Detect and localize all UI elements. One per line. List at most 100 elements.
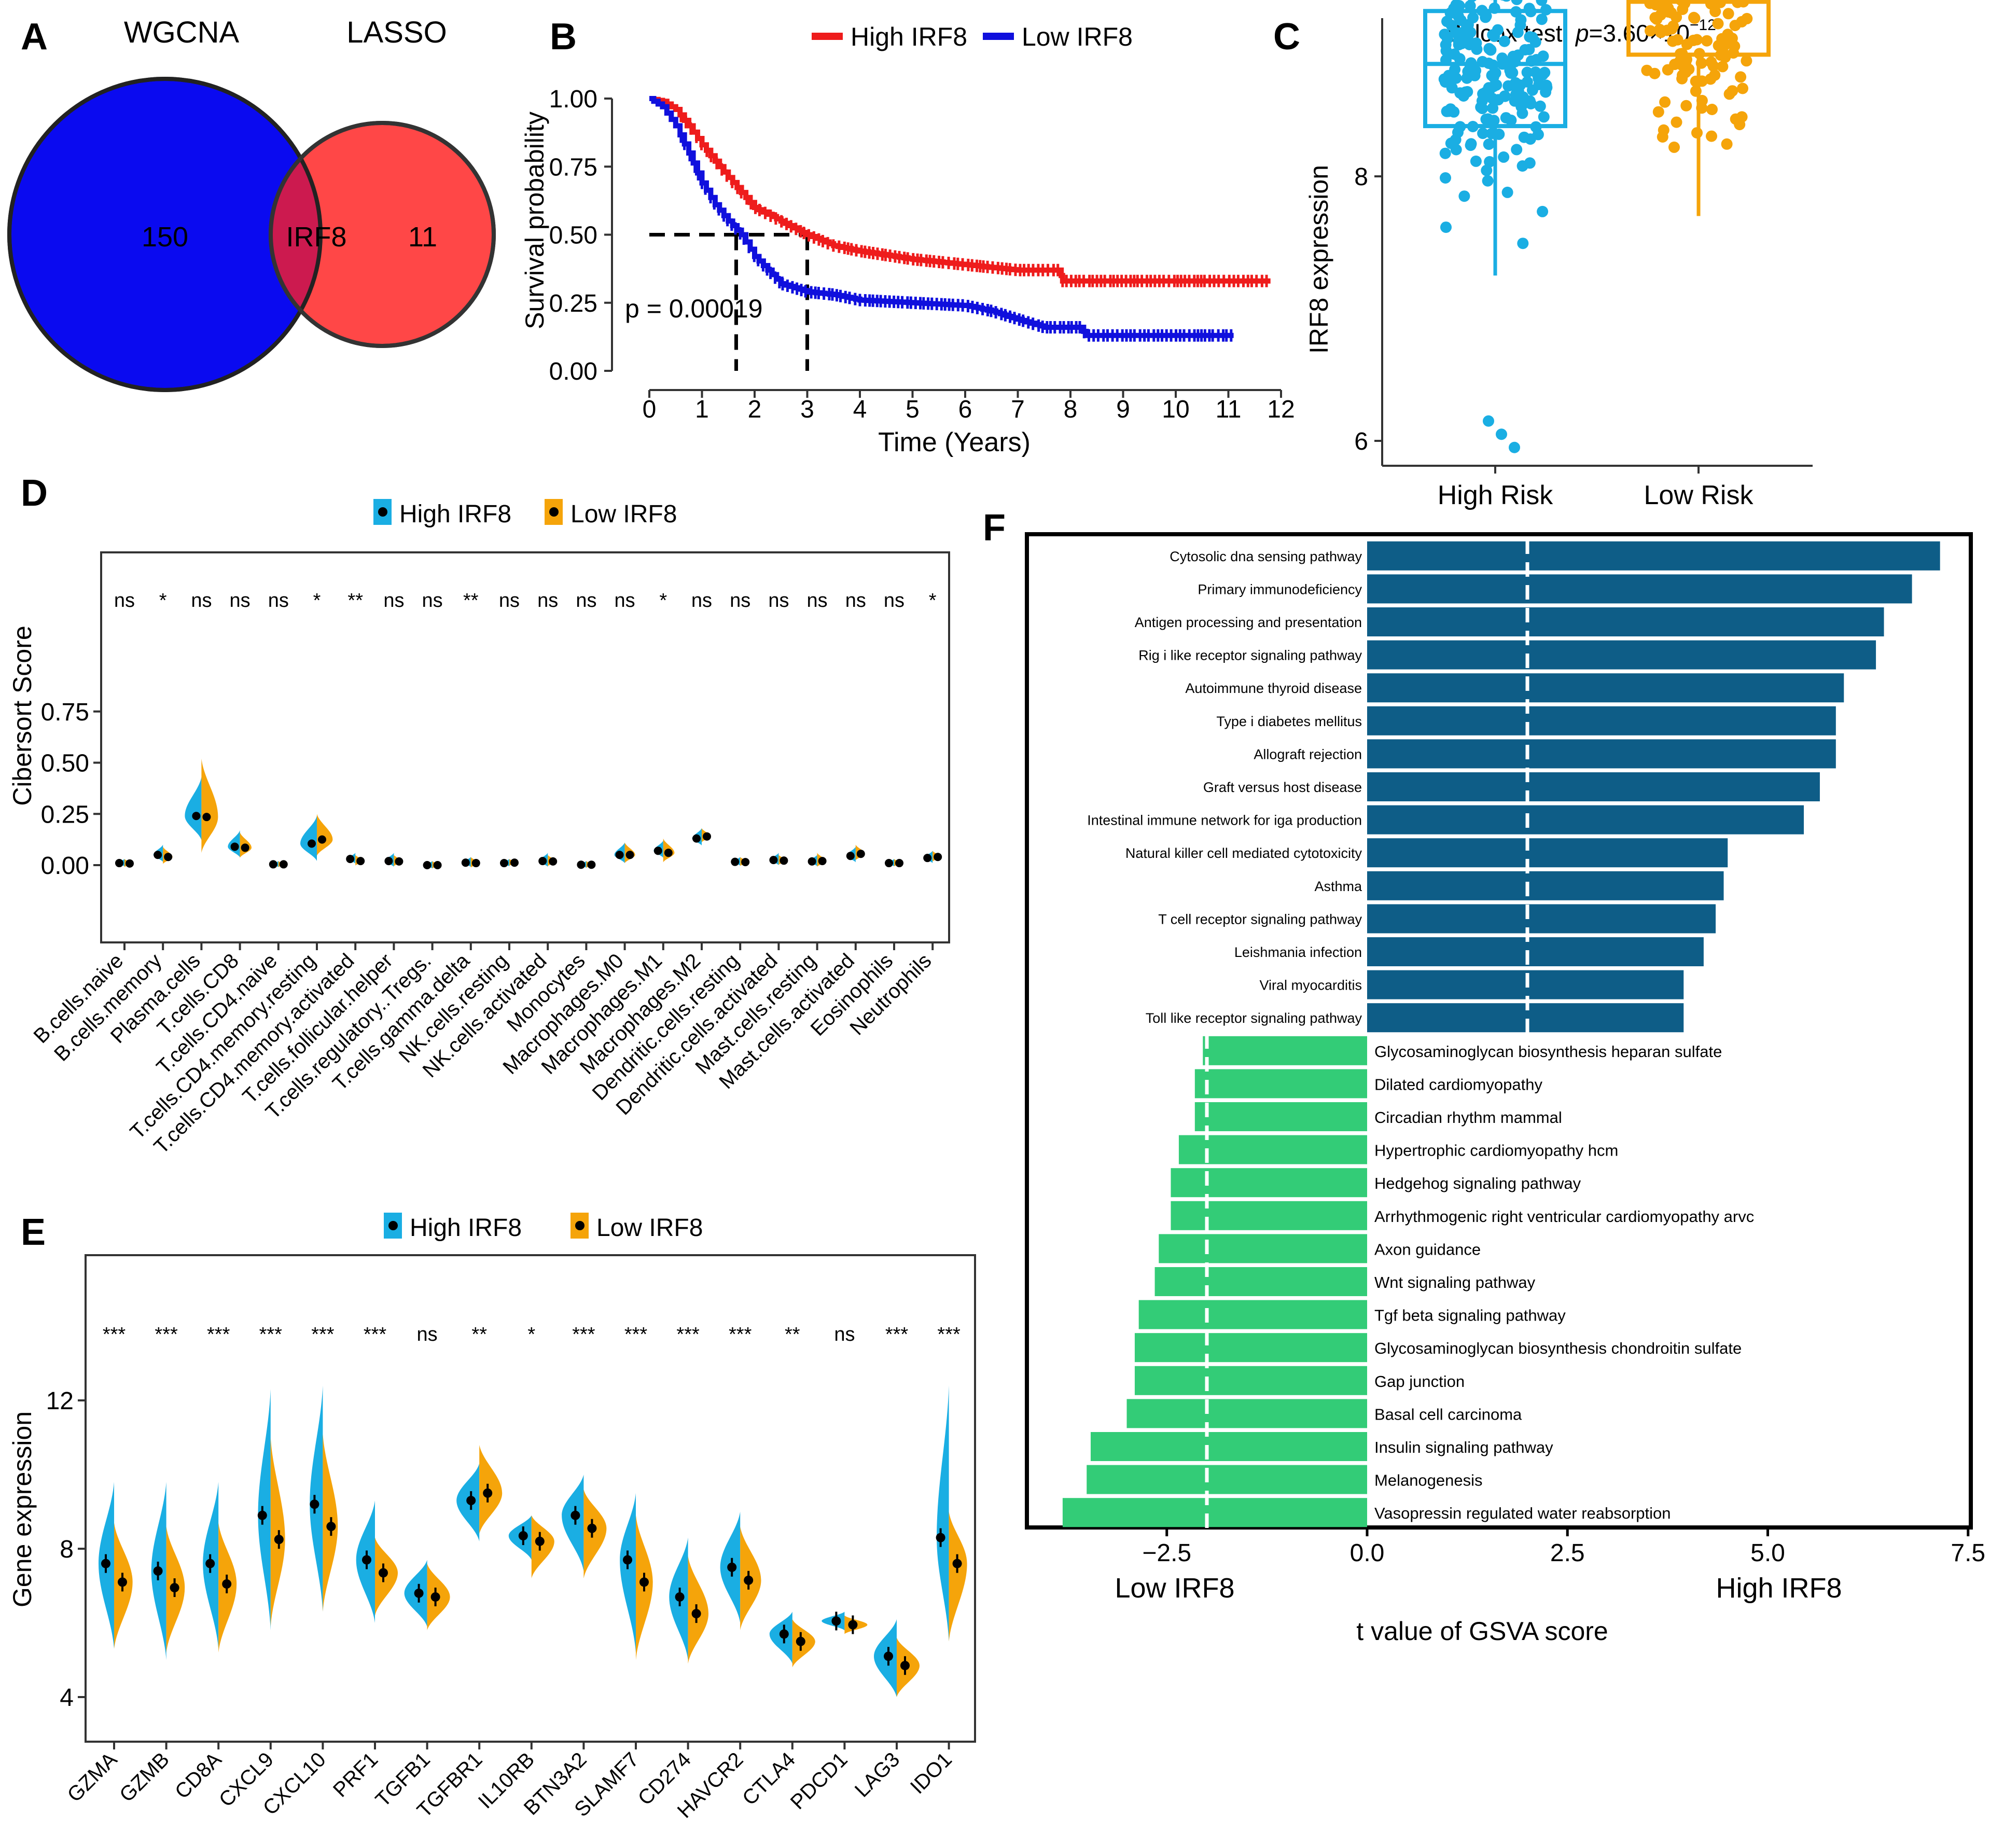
panel-e-letter: E xyxy=(21,1212,46,1253)
cibersort-plot-frame xyxy=(100,551,950,943)
gene-y-tick-label: 4 xyxy=(60,1684,74,1712)
data-point-high xyxy=(1450,72,1462,84)
data-point-low xyxy=(1737,82,1748,94)
data-point-high xyxy=(1536,13,1548,25)
gsva-bar xyxy=(1367,805,1804,835)
data-point-high xyxy=(1488,80,1499,92)
significance-label: *** xyxy=(676,1324,700,1345)
data-point-high xyxy=(1481,88,1493,100)
gsva-pathway-label: Glycosaminoglycan biosynthesis heparan s… xyxy=(1374,1043,1722,1061)
median-dot-high xyxy=(538,857,547,866)
group-low-risk-label: Low Risk xyxy=(1644,480,1754,510)
data-point-low xyxy=(1671,116,1682,128)
group-high-risk-label: High Risk xyxy=(1438,480,1553,510)
median-dot-low xyxy=(318,835,326,844)
data-point-high xyxy=(1492,24,1504,36)
panel-d-letter: D xyxy=(21,473,48,514)
significance-label: * xyxy=(659,590,667,612)
median-dot-low xyxy=(170,1583,179,1593)
irf8-expression-y-label: IRF8 expression xyxy=(1304,165,1333,354)
data-point-high xyxy=(1517,238,1529,249)
violin-low-half xyxy=(317,814,333,856)
survival-x-tick-label: 6 xyxy=(958,396,972,423)
median-dot-low xyxy=(279,860,288,869)
gene-category-label: PDCD1 xyxy=(786,1748,852,1814)
gsva-pathway-label: Hedgehog signaling pathway xyxy=(1374,1174,1581,1192)
median-dot-low xyxy=(744,1575,754,1585)
gsva-bar xyxy=(1367,640,1876,670)
gsva-pathway-label: Leishmania infection xyxy=(1234,944,1362,960)
gsva-bar xyxy=(1087,1465,1367,1494)
data-point-high xyxy=(1487,102,1499,114)
legend-low-label: Low IRF8 xyxy=(596,1214,703,1242)
data-point-low xyxy=(1727,85,1738,97)
cibersort-y-label: Cibersort Score xyxy=(8,626,37,805)
median-dot-low xyxy=(483,1488,493,1498)
median-dot-low xyxy=(118,1577,127,1587)
data-point-high xyxy=(1439,147,1451,159)
gsva-pathway-label: Arrhythmogenic right ventricular cardiom… xyxy=(1374,1207,1754,1226)
median-dot-high xyxy=(923,854,932,863)
median-dot-low xyxy=(356,857,365,866)
median-dot-high xyxy=(885,859,893,868)
median-dot-high xyxy=(570,1510,580,1520)
median-dot-low xyxy=(126,859,134,868)
median-dot-high xyxy=(808,857,816,866)
data-point-high xyxy=(1498,35,1510,47)
data-point-high xyxy=(1534,100,1546,112)
data-point-low xyxy=(1662,64,1674,76)
median-dot-high xyxy=(615,851,624,859)
median-dot-high xyxy=(423,861,432,869)
data-point-low xyxy=(1701,35,1713,47)
data-point-high xyxy=(1502,80,1514,92)
violin-high-half xyxy=(185,777,202,840)
median-dot-high xyxy=(192,812,201,821)
significance-label: ns xyxy=(615,590,635,612)
median-dot-low xyxy=(433,861,442,869)
significance-label: *** xyxy=(937,1324,961,1345)
cibersort-y-tick-label: 0.00 xyxy=(41,852,89,880)
data-point-high xyxy=(1521,76,1533,88)
median-dot-high xyxy=(731,857,740,866)
data-point-low xyxy=(1712,18,1724,30)
gsva-bar xyxy=(1367,904,1716,934)
gene-expression-y-label: Gene expression xyxy=(8,1411,37,1607)
data-point-low xyxy=(1659,96,1671,108)
median-dot-high xyxy=(310,1499,319,1509)
median-dot-high xyxy=(257,1510,267,1520)
significance-label: *** xyxy=(311,1324,335,1345)
median-dot-low xyxy=(856,850,865,858)
data-point-low xyxy=(1649,12,1661,24)
median-dot-low xyxy=(895,859,903,868)
data-point-high xyxy=(1511,144,1523,156)
survival-x-tick-label: 5 xyxy=(906,396,920,423)
gsva-bar xyxy=(1367,739,1836,769)
gsva-pathway-label: Primary immunodeficiency xyxy=(1198,581,1362,597)
gsva-pathway-label: Asthma xyxy=(1314,879,1362,894)
outlier-point xyxy=(1483,415,1494,427)
median-dot-high xyxy=(779,1629,789,1639)
data-point-high xyxy=(1441,16,1453,27)
survival-y-tick-label: 0.00 xyxy=(549,358,597,385)
violin-low-half xyxy=(479,1444,503,1534)
median-dot-low xyxy=(703,832,711,841)
median-dot-high xyxy=(577,860,586,869)
data-point-high xyxy=(1440,221,1452,233)
data-point-low xyxy=(1709,6,1721,18)
gsva-bar xyxy=(1367,970,1684,999)
cibersort-legend: High IRF8 Low IRF8 xyxy=(373,499,677,528)
gsva-plot-frame xyxy=(1025,532,1973,1530)
data-point-low xyxy=(1706,130,1717,142)
gsva-pathway-label: Vasopressin regulated water reabsorption xyxy=(1374,1504,1671,1522)
panel-c: C Wilcox test, p=3.60×10−12 IRF8 express… xyxy=(1273,0,1813,510)
data-point-low xyxy=(1666,23,1678,35)
median-dot-high xyxy=(154,851,162,859)
violin-low-half xyxy=(531,1515,554,1579)
significance-label: *** xyxy=(572,1324,595,1345)
legend-high-label: High IRF8 xyxy=(410,1214,522,1242)
gene-category-label: IDO1 xyxy=(906,1748,956,1798)
gsva-pathway-label: Intestinal immune network for iga produc… xyxy=(1087,813,1362,828)
data-point-high xyxy=(1482,175,1494,187)
significance-label: *** xyxy=(729,1324,752,1345)
data-point-high xyxy=(1529,36,1541,48)
